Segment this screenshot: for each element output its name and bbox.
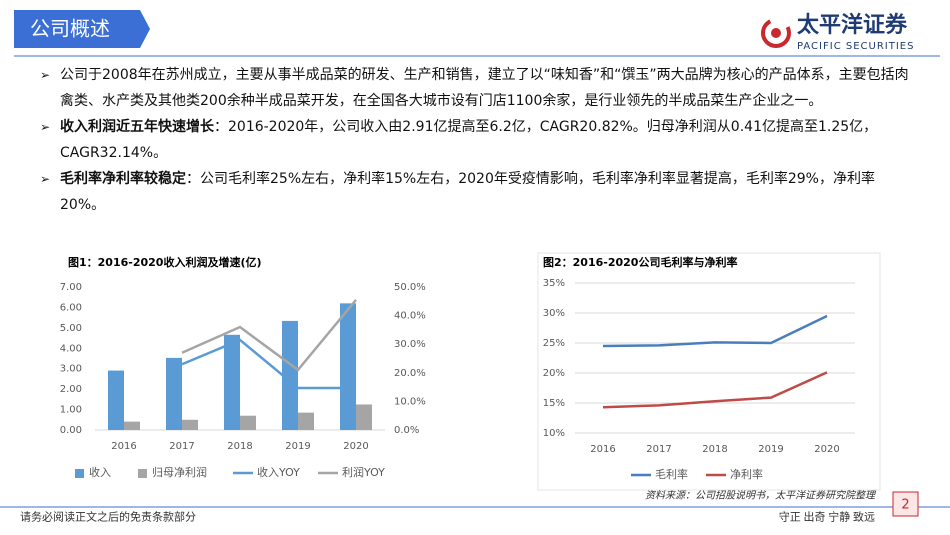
brand: 太平洋证券 <box>797 12 908 38</box>
legend-swatch <box>75 469 84 478</box>
bullet-bold: 收入利润近五年快速增长 <box>60 119 214 135</box>
y-tick-label: 10% <box>543 428 565 439</box>
bullet-arrow: ➢ <box>40 172 51 186</box>
y-tick-label: 6.00 <box>60 302 82 313</box>
legend-label: 归母净利润 <box>152 465 207 479</box>
x-tick-label: 2018 <box>702 444 727 455</box>
chart-title: 图1：2016-2020收入利润及增速(亿) <box>68 255 262 269</box>
bar <box>124 421 140 430</box>
source: 资料来源：公司招股说明书，太平洋证券研究院整理 <box>645 489 877 501</box>
y2-tick-label: 0.0% <box>394 425 419 436</box>
y-tick-label: 1.00 <box>60 405 82 416</box>
bar <box>356 404 372 430</box>
y-tick-label: 20% <box>543 368 565 379</box>
line <box>602 371 828 409</box>
bar <box>166 357 182 430</box>
chart2-frame <box>537 252 881 491</box>
bar <box>224 334 240 430</box>
y-tick-label: 4.00 <box>60 343 82 354</box>
y2-tick-label: 10.0% <box>394 396 426 407</box>
x-tick-label: 2018 <box>227 441 252 452</box>
brand-en: PACIFIC SECURITIES <box>797 41 914 52</box>
legend-label: 净利率 <box>730 467 763 481</box>
y2-tick-label: 20.0% <box>394 368 426 379</box>
bullet-text: 公司于2008年在苏州成立，主要从事半成品菜的研发、生产和销售，建立了以“味知香… <box>60 67 909 109</box>
y-tick-label: 5.00 <box>60 323 82 334</box>
page-number: 2 <box>901 498 909 513</box>
y-tick-label: 30% <box>543 308 565 319</box>
y-tick-label: 0.00 <box>60 425 82 436</box>
logo <box>761 18 791 48</box>
bullets: ➢ 公司于2008年在苏州成立，主要从事半成品菜的研发、生产和销售，建立了以“味知… <box>38 62 918 218</box>
page-title: 公司概述 <box>30 17 110 41</box>
line <box>602 314 828 348</box>
legend-label: 收入YOY <box>257 465 300 479</box>
line <box>181 338 356 390</box>
y2-tick-label: 40.0% <box>394 311 426 322</box>
y-tick-label: 7.00 <box>60 282 82 293</box>
y-tick-label: 2.00 <box>60 384 82 395</box>
legend-label: 毛利率 <box>655 467 688 481</box>
motto: 守正 出奇 宁静 致远 <box>779 510 875 524</box>
legend-label: 收入 <box>89 465 111 479</box>
x-tick-label: 2017 <box>169 441 194 452</box>
bar <box>108 370 124 430</box>
page-box <box>892 491 919 517</box>
legend-label: 利润YOY <box>342 465 385 479</box>
x-tick-label: 2019 <box>285 441 310 452</box>
y-tick-label: 25% <box>543 338 565 349</box>
bullet: ➢ 毛利率净利率较稳定：公司毛利率25%左右，净利率15%左右，2020年受疫情影… <box>38 166 918 218</box>
bullet-text: ：2016-2020年，公司收入由2.91亿提高至6.2亿，CAGR20.82%… <box>60 119 878 161</box>
bullet: ➢ 公司于2008年在苏州成立，主要从事半成品菜的研发、生产和销售，建立了以“味知… <box>38 62 918 114</box>
y-tick-label: 3.00 <box>60 364 82 375</box>
x-tick-label: 2020 <box>343 441 368 452</box>
bullet: ➢ 收入利润近五年快速增长：2016-2020年，公司收入由2.91亿提高至6.2… <box>38 114 918 166</box>
title-box <box>14 10 150 48</box>
bar <box>240 415 256 430</box>
bullet-arrow: ➢ <box>40 120 51 134</box>
x-tick-label: 2016 <box>111 441 136 452</box>
y2-tick-label: 30.0% <box>394 339 426 350</box>
bullet-bold: 毛利率净利率较稳定 <box>60 171 186 187</box>
bullet-arrow: ➢ <box>40 68 51 82</box>
x-tick-label: 2019 <box>758 444 783 455</box>
x-tick-label: 2020 <box>814 444 839 455</box>
y-tick-label: 15% <box>543 398 565 409</box>
legend-swatch <box>138 469 147 478</box>
disclaimer: 请务必阅读正文之后的免责条款部分 <box>20 510 196 524</box>
bar <box>298 412 314 430</box>
bar <box>340 303 356 430</box>
bar <box>182 419 198 430</box>
y-tick-label: 35% <box>543 278 565 289</box>
bar <box>282 320 298 430</box>
x-tick-label: 2017 <box>646 444 671 455</box>
y2-tick-label: 50.0% <box>394 282 426 293</box>
x-tick-label: 2016 <box>590 444 615 455</box>
chart-title: 图2：2016-2020公司毛利率与净利率 <box>543 255 737 269</box>
bullet-text: ：公司毛利率25%左右，净利率15%左右，2020年受疫情影响，毛利率净利率显著… <box>60 171 875 213</box>
line <box>181 299 357 372</box>
